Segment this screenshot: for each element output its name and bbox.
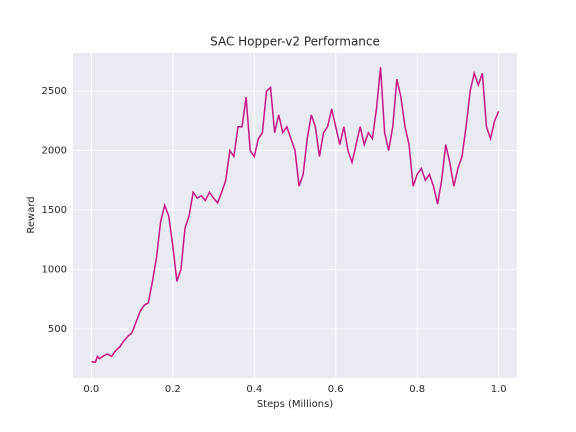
y-axis-label: Reward	[26, 196, 37, 233]
y-tick-label: 1000	[42, 265, 67, 276]
line	[91, 67, 500, 364]
x-axis-label: Steps (Millions)	[257, 399, 333, 410]
y-tick-label: 1500	[42, 205, 67, 216]
x-tick-label: 0.0	[83, 384, 99, 395]
x-tick-label: 0.4	[246, 384, 262, 395]
y-tick-label: 2000	[42, 146, 67, 157]
x-tick-label: 0.6	[328, 384, 344, 395]
x-tick-label: 1.0	[491, 384, 507, 395]
y-tick-label: 2500	[42, 86, 67, 97]
chart-title: SAC Hopper-v2 Performance	[210, 35, 380, 49]
plot-area	[73, 53, 517, 378]
x-tick-label: 0.8	[409, 384, 425, 395]
y-tick-label: 500	[48, 324, 67, 335]
x-tick-label: 0.2	[165, 384, 181, 395]
